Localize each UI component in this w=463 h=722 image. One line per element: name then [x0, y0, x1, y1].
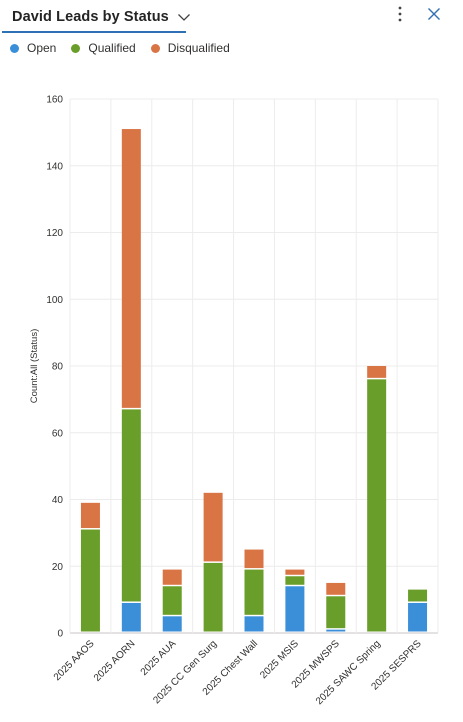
y-tick-label: 20: [52, 562, 64, 573]
bar-segment-disqualified[interactable]: [285, 569, 305, 575]
bar-segment-disqualified[interactable]: [367, 366, 387, 378]
more-options-button[interactable]: [388, 4, 412, 28]
bar-segment-open[interactable]: [121, 602, 141, 632]
y-tick-label: 80: [52, 362, 64, 373]
title-underline: [2, 31, 186, 33]
chart-legend: Open Qualified Disqualified: [10, 40, 245, 56]
legend-item-open[interactable]: Open: [10, 41, 56, 55]
bar-segment-open[interactable]: [162, 616, 182, 632]
legend-dot-disqualified: [150, 43, 160, 53]
bar-segment-disqualified[interactable]: [162, 569, 182, 585]
legend-dot-qualified: [71, 43, 81, 53]
bar-segment-qualified[interactable]: [162, 586, 182, 615]
close-button[interactable]: [422, 4, 446, 28]
bar-segment-qualified[interactable]: [203, 562, 223, 632]
bar-segment-qualified[interactable]: [285, 576, 305, 585]
legend-label-qualified: Qualified: [88, 41, 136, 55]
y-tick-label: 120: [46, 228, 63, 239]
bar-segment-qualified[interactable]: [367, 379, 387, 632]
bar-segment-qualified[interactable]: [244, 569, 264, 615]
y-tick-label: 160: [46, 95, 63, 106]
chart-header: David Leads by Status: [0, 0, 463, 34]
y-tick-label: 60: [52, 428, 64, 439]
y-tick-label: 140: [46, 161, 63, 172]
bar-segment-disqualified[interactable]: [121, 129, 141, 408]
bar-segment-disqualified[interactable]: [244, 549, 264, 569]
y-tick-label: 40: [52, 495, 64, 506]
bar-segment-open[interactable]: [285, 586, 305, 632]
y-tick-label: 100: [46, 295, 63, 306]
y-axis-label: Count:All (Status): [29, 329, 40, 403]
x-tick-label: 2025 AUA: [139, 638, 179, 678]
x-tick-label: 2025 AORN: [92, 638, 138, 684]
y-tick-label: 0: [57, 629, 63, 640]
bar-segment-qualified[interactable]: [121, 409, 141, 602]
chevron-down-icon: [177, 12, 191, 22]
bar-segment-open[interactable]: [326, 629, 346, 632]
legend-item-disqualified[interactable]: Disqualified: [150, 41, 230, 55]
bar-segment-qualified[interactable]: [408, 589, 428, 602]
more-vertical-icon: [397, 5, 403, 28]
bar-segment-disqualified[interactable]: [326, 582, 346, 595]
bar-segment-qualified[interactable]: [326, 596, 346, 629]
chart-title: David Leads by Status: [12, 9, 169, 25]
legend-dot-open: [10, 43, 19, 53]
bar-segment-disqualified[interactable]: [203, 492, 223, 562]
bar-segment-open[interactable]: [244, 616, 264, 632]
bar-segment-qualified[interactable]: [80, 529, 100, 632]
chart-title-dropdown[interactable]: David Leads by Status: [2, 4, 201, 30]
x-tick-label: 2025 AAOS: [52, 638, 97, 683]
legend-label-open: Open: [27, 41, 57, 55]
legend-item-qualified[interactable]: Qualified: [71, 41, 136, 55]
x-tick-label: 2025 MSIS: [258, 638, 301, 681]
close-icon: [427, 7, 441, 26]
legend-label-disqualified: Disqualified: [167, 41, 230, 55]
bar-segment-open[interactable]: [408, 602, 428, 632]
bar-segment-disqualified[interactable]: [80, 502, 100, 529]
